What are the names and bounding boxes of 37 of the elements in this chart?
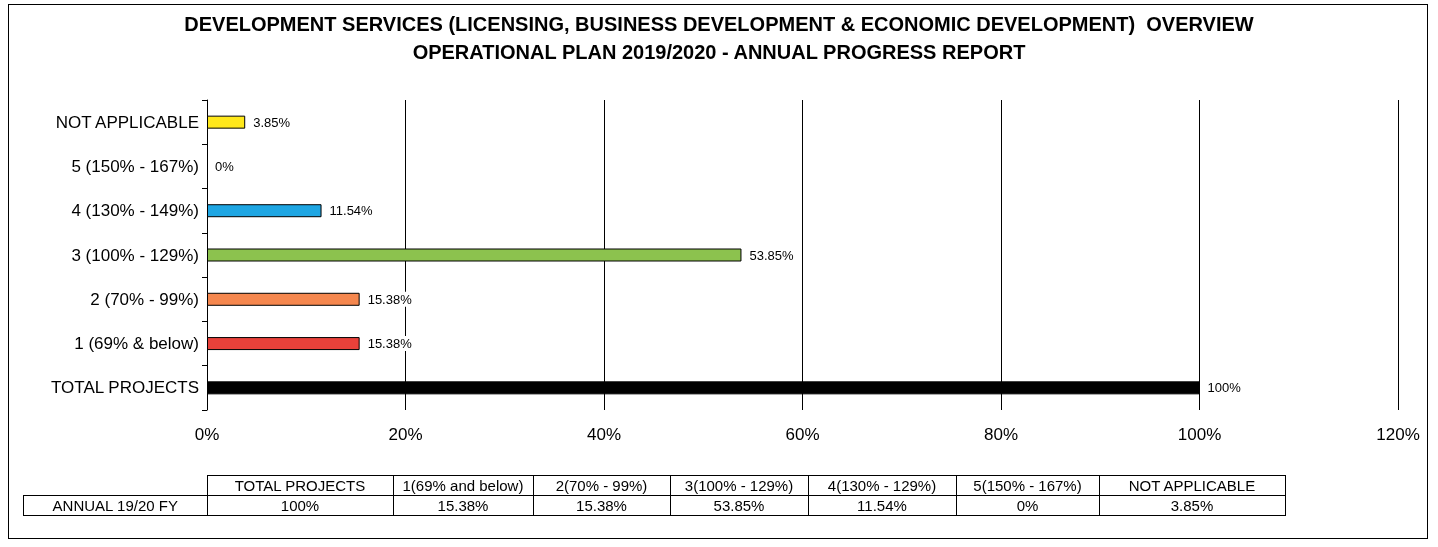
y-tick-label: 2 (70% - 99%) xyxy=(90,289,199,309)
text: ANNUAL 19/20 FY xyxy=(23,495,207,516)
y-tick-label: 1 (69% & below) xyxy=(74,334,199,354)
data-label: 3.85% xyxy=(253,114,291,130)
x-tick-label: 80% xyxy=(983,425,1019,444)
data-label: 0% xyxy=(215,158,235,174)
y-tick-label: 4 (130% - 149%) xyxy=(71,201,199,221)
data-label: 53.85% xyxy=(749,247,794,263)
text: 15.38% xyxy=(437,497,489,514)
x-tick-label: 60% xyxy=(785,425,820,444)
text: 5(150% - 167%) xyxy=(956,475,1099,496)
x-tick-label: 120% xyxy=(1376,425,1420,444)
x-tick-label: 40% xyxy=(586,425,622,444)
text: NOT APPLICABLE xyxy=(1099,475,1285,496)
x-tick-label: 20% xyxy=(388,425,423,444)
chart-title: DEVELOPMENT SERVICES (LICENSING, BUSINESS DEVELOPMENT & ECONOMIC DEVELOPMENT) OVERVIEW OPERATIONAL PLAN 2019/2020 - ANNUAL PROGRESS REPORT xyxy=(183,12,1255,65)
y-tick-label: 3 (100% - 129%) xyxy=(71,245,199,265)
data-label: 15.38% xyxy=(367,336,413,352)
data-label: 11.54% xyxy=(329,203,374,219)
text: 1(69% and below) xyxy=(393,475,533,496)
y-tick-label: NOT APPLICABLE xyxy=(55,112,199,132)
x-tick-label: 100% xyxy=(1177,425,1222,444)
text: 15.38% xyxy=(576,497,627,514)
data-label: 15.38% xyxy=(367,291,413,307)
text: 3(100% - 129%) xyxy=(670,475,808,496)
text: 3.85% xyxy=(1170,497,1214,514)
y-tick-label: 5 (150% - 167%) xyxy=(71,156,199,176)
x-tick-label: 0% xyxy=(194,425,220,444)
text: 4(130% - 129%) xyxy=(808,475,956,496)
y-tick-label: TOTAL PROJECTS xyxy=(51,378,199,398)
text: 0% xyxy=(1016,497,1039,514)
text: 100% xyxy=(280,497,320,514)
text: 53.85% xyxy=(713,497,765,514)
text: 2(70% - 99%) xyxy=(533,475,670,496)
text: TOTAL PROJECTS xyxy=(207,475,393,496)
data-label: 100% xyxy=(1207,380,1242,396)
text: 11.54% xyxy=(857,497,907,514)
